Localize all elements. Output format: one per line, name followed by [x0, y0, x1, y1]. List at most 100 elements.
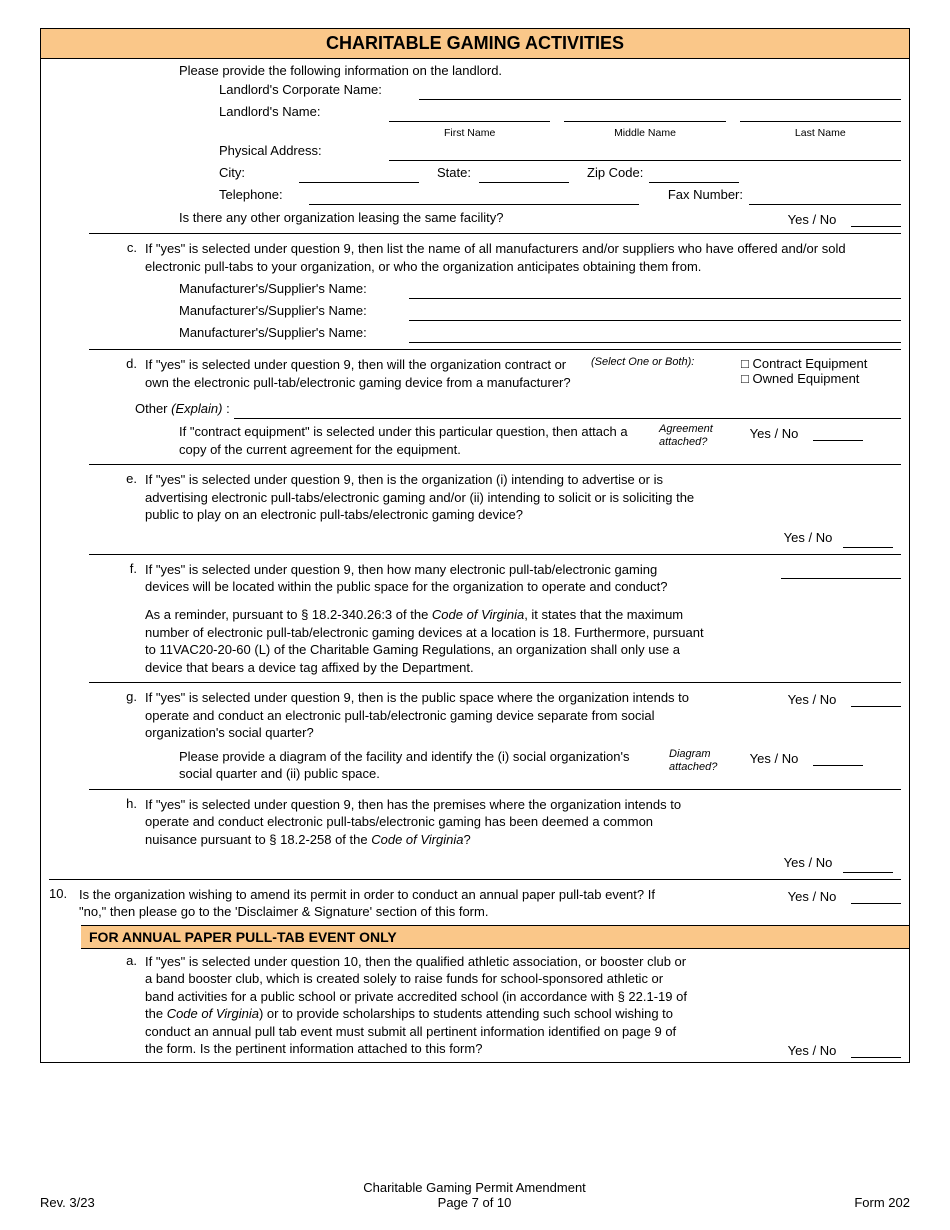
d-agree-yesno[interactable]: Yes / No: [739, 426, 809, 441]
h-line[interactable]: [843, 855, 893, 873]
d-text: If "yes" is selected under question 9, t…: [145, 356, 591, 391]
f-count-input[interactable]: [781, 561, 901, 579]
d-other-input[interactable]: [234, 401, 901, 419]
last-name-input[interactable]: [740, 104, 901, 122]
c-text: If "yes" is selected under question 9, t…: [145, 240, 901, 275]
tel-label: Telephone:: [219, 187, 309, 202]
marker-h: h.: [89, 796, 145, 811]
ms-row-3: Manufacturer's/Supplier's Name:: [49, 325, 901, 343]
item-h: h. If "yes" is selected under question 9…: [89, 796, 901, 849]
separator: [89, 349, 901, 350]
last-name-sub: Last Name: [740, 125, 901, 139]
state-label: State:: [419, 165, 479, 180]
g-text: If "yes" is selected under question 9, t…: [145, 689, 705, 742]
ms-row-1: Manufacturer's/Supplier's Name:: [49, 281, 901, 299]
f-code: Code of Virginia: [432, 607, 524, 622]
marker-10: 10.: [49, 886, 79, 901]
h-yesno[interactable]: Yes / No: [773, 855, 843, 870]
state-input[interactable]: [479, 165, 569, 183]
g-diag-yesno[interactable]: Yes / No: [739, 751, 809, 766]
a10-yesno[interactable]: Yes / No: [777, 1043, 847, 1058]
first-name-input[interactable]: [389, 104, 550, 122]
d-other-row: Other (Explain) :: [49, 401, 901, 419]
ms-label-3: Manufacturer's/Supplier's Name:: [179, 325, 409, 340]
ms-input-1[interactable]: [409, 281, 901, 299]
d-explain: (Explain): [171, 401, 222, 416]
item-f: f. If "yes" is selected under question 9…: [89, 561, 901, 676]
ms-input-2[interactable]: [409, 303, 901, 321]
d-agree-line[interactable]: [813, 423, 863, 441]
corp-name-label: Landlord's Corporate Name:: [219, 82, 419, 97]
g-yesno[interactable]: Yes / No: [777, 692, 847, 707]
marker-d: d.: [89, 356, 145, 371]
other-lease-line[interactable]: [851, 209, 901, 227]
item-10a: a. If "yes" is selected under question 1…: [89, 953, 901, 1058]
a10-code: Code of Virginia: [167, 1006, 259, 1021]
g-diagram-text: Please provide a diagram of the facility…: [179, 748, 669, 783]
d-options: □ Contract Equipment □ Owned Equipment: [741, 356, 901, 386]
city-row: City: State: Zip Code:: [49, 165, 901, 183]
q10-line[interactable]: [851, 886, 901, 904]
g-diag-line[interactable]: [813, 748, 863, 766]
item-c: c. If "yes" is selected under question 9…: [89, 240, 901, 275]
marker-f: f.: [89, 561, 145, 576]
zip-input[interactable]: [649, 165, 739, 183]
footer-center: Charitable Gaming Permit Amendment Page …: [95, 1180, 855, 1210]
marker-g: g.: [89, 689, 145, 704]
f-text2: As a reminder, pursuant to § 18.2-340.26…: [145, 606, 705, 676]
g-line[interactable]: [851, 689, 901, 707]
f-text2a: As a reminder, pursuant to § 18.2-340.26…: [145, 607, 432, 622]
q10-yesno[interactable]: Yes / No: [777, 889, 847, 904]
separator: [89, 789, 901, 790]
separator: [89, 464, 901, 465]
addr-input[interactable]: [389, 143, 901, 161]
middle-name-input[interactable]: [564, 104, 725, 122]
ms-row-2: Manufacturer's/Supplier's Name:: [49, 303, 901, 321]
d-agree-label: Agreement attached?: [659, 423, 739, 449]
city-input[interactable]: [299, 165, 419, 183]
marker-e: e.: [89, 471, 145, 486]
item-e: e. If "yes" is selected under question 9…: [89, 471, 901, 524]
other-lease-row: Is there any other organization leasing …: [49, 209, 901, 227]
g-diagram-row: Please provide a diagram of the facility…: [49, 748, 901, 783]
separator: [89, 233, 901, 234]
item-g: g. If "yes" is selected under question 9…: [89, 689, 901, 742]
footer: Rev. 3/23 Charitable Gaming Permit Amend…: [40, 1180, 910, 1210]
section-10-content: a. If "yes" is selected under question 1…: [41, 949, 909, 1062]
d-opt-contract[interactable]: □ Contract Equipment: [741, 356, 901, 371]
intro-text: Please provide the following information…: [49, 63, 901, 78]
h-yn-row: Yes / No: [49, 855, 901, 873]
marker-c: c.: [89, 240, 145, 255]
addr-label: Physical Address:: [219, 143, 389, 158]
fax-input[interactable]: [749, 187, 901, 205]
title-bar: CHARITABLE GAMING ACTIVITIES: [41, 29, 909, 59]
name-row: Landlord's Name: First Name Middle Name …: [49, 104, 901, 139]
e-line[interactable]: [843, 530, 893, 548]
tel-row: Telephone: Fax Number:: [49, 187, 901, 205]
ms-label-2: Manufacturer's/Supplier's Name:: [179, 303, 409, 318]
d-attach-text: If "contract equipment" is selected unde…: [179, 423, 659, 458]
other-lease-text: Is there any other organization leasing …: [179, 209, 777, 227]
e-yn-row: Yes / No: [49, 530, 901, 548]
corp-name-input[interactable]: [419, 82, 901, 100]
form-box: CHARITABLE GAMING ACTIVITIES Please prov…: [40, 28, 910, 1063]
h-text: If "yes" is selected under question 9, t…: [145, 796, 705, 849]
e-text: If "yes" is selected under question 9, t…: [145, 471, 705, 524]
tel-input[interactable]: [309, 187, 639, 205]
first-name-sub: First Name: [389, 125, 550, 139]
other-lease-yesno[interactable]: Yes / No: [777, 212, 847, 227]
d-other-label: Other: [135, 401, 168, 416]
d-attach-row: If "contract equipment" is selected unde…: [49, 423, 901, 458]
footer-form: Form 202: [854, 1195, 910, 1210]
e-yesno[interactable]: Yes / No: [773, 530, 843, 545]
middle-name-sub: Middle Name: [564, 125, 725, 139]
item-d: d. If "yes" is selected under question 9…: [89, 356, 901, 391]
d-opt-owned[interactable]: □ Owned Equipment: [741, 371, 901, 386]
section-10-header: FOR ANNUAL PAPER PULL-TAB EVENT ONLY: [81, 925, 909, 949]
a10-line[interactable]: [851, 1040, 901, 1058]
d-colon: :: [226, 401, 230, 416]
city-label: City:: [219, 165, 299, 180]
ms-input-3[interactable]: [409, 325, 901, 343]
corp-name-row: Landlord's Corporate Name:: [49, 82, 901, 100]
h-code: Code of Virginia: [371, 832, 463, 847]
